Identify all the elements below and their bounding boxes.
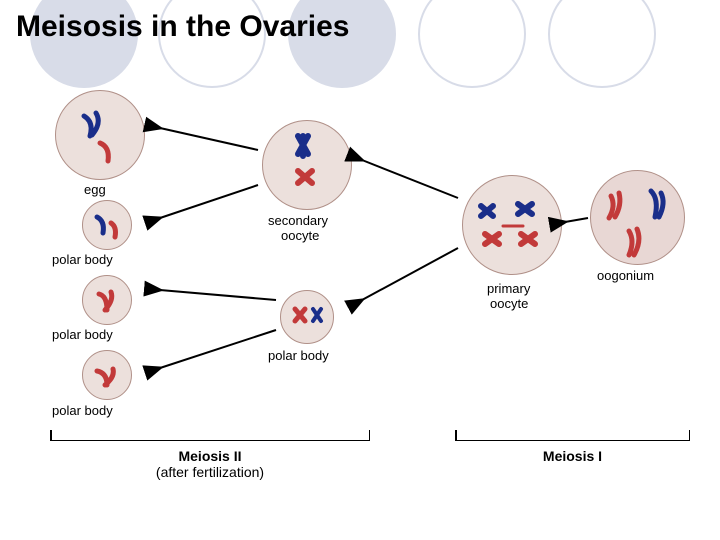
label-secondary-oocyte-1: secondary — [268, 213, 328, 228]
cell-primary-oocyte — [462, 175, 562, 275]
cell-polar-body-1 — [82, 200, 132, 250]
bg-circle — [548, 0, 656, 88]
label-polar-body-1: polar body — [52, 252, 113, 267]
cell-oogonium — [590, 170, 685, 265]
label-primary-oocyte-2: oocyte — [490, 296, 528, 311]
bracket-meiosis-2 — [50, 440, 370, 441]
phase-label-text: Meiosis I — [543, 448, 602, 464]
label-polar-body-2: polar body — [52, 327, 113, 342]
phase-label-sub: (after fertilization) — [156, 464, 264, 480]
page-title: Meisosis in the Ovaries — [16, 10, 349, 44]
label-polar-body-mid: polar body — [268, 348, 329, 363]
cell-polar-body-3 — [82, 350, 132, 400]
label-primary-oocyte-1: primary — [487, 281, 530, 296]
chromosomes-icon — [463, 176, 563, 276]
label-egg: egg — [84, 182, 106, 197]
chromosomes-icon — [281, 291, 335, 345]
chromosomes-icon — [263, 121, 353, 211]
cell-egg — [55, 90, 145, 180]
bracket-meiosis-1 — [455, 440, 690, 441]
label-secondary-oocyte-2: oocyte — [281, 228, 319, 243]
chromosomes-icon — [83, 201, 133, 251]
chromosomes-icon — [591, 171, 686, 266]
chromosomes-icon — [56, 91, 146, 181]
label-polar-body-3: polar body — [52, 403, 113, 418]
cell-polar-body-2 — [82, 275, 132, 325]
phase-label-meiosis-2: Meiosis II (after fertilization) — [50, 448, 370, 480]
cell-secondary-oocyte — [262, 120, 352, 210]
chromosomes-icon — [83, 276, 133, 326]
label-oogonium: oogonium — [597, 268, 654, 283]
bg-circle — [418, 0, 526, 88]
phase-label-meiosis-1: Meiosis I — [455, 448, 690, 464]
phase-label-text: Meiosis II — [178, 448, 241, 464]
cell-polar-body-mid — [280, 290, 334, 344]
chromosomes-icon — [83, 351, 133, 401]
